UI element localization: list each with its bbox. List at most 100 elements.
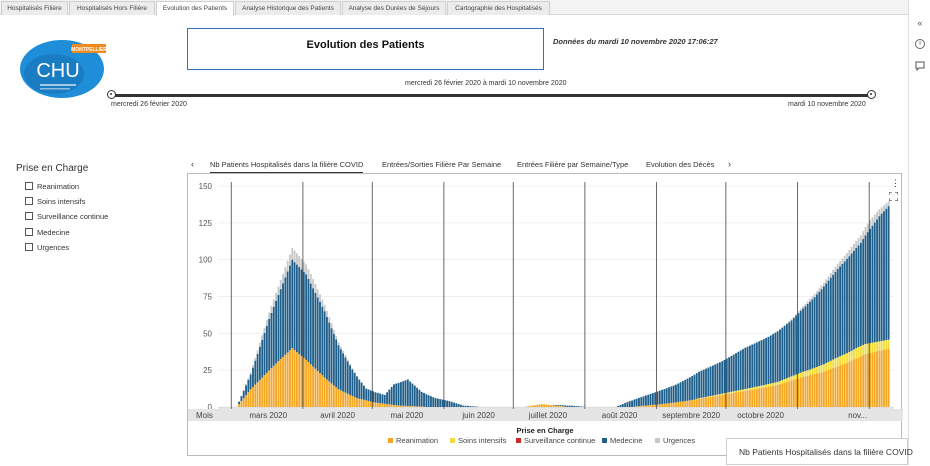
bar-reanimation xyxy=(777,385,779,407)
bar-reanimation xyxy=(696,399,698,407)
legend-label: Medecine xyxy=(610,436,643,445)
bar-medecine xyxy=(643,396,645,405)
bar-medecine xyxy=(876,219,878,341)
bar-medecine xyxy=(474,406,476,407)
tab-analyse-durees-sejours[interactable]: Analyse des Durées de Séjours xyxy=(342,1,446,15)
checkbox[interactable] xyxy=(25,228,33,236)
chevron-left-icon[interactable]: ‹ xyxy=(191,159,194,169)
bar-reanimation xyxy=(807,376,809,407)
tab-hospitalises-filiere[interactable]: Hospitalisés Filière xyxy=(1,1,68,15)
bar-medecine xyxy=(430,396,432,407)
bar-medecine xyxy=(432,397,434,407)
bar-reanimation xyxy=(851,361,853,407)
bar-reanimation xyxy=(710,397,712,407)
bar-medecine xyxy=(742,349,744,389)
bar-reanimation xyxy=(548,405,550,407)
bar-reanimation xyxy=(828,370,830,407)
bar-medecine xyxy=(862,239,864,345)
bar-urgences xyxy=(328,317,330,322)
bar-medecine xyxy=(294,262,296,350)
bar-urgences xyxy=(280,280,282,289)
bar-medecine xyxy=(439,399,441,407)
bar-urgences xyxy=(830,273,832,278)
tab-entrees-sorties[interactable]: Entrées/Sorties Filière Par Semaine xyxy=(382,160,501,169)
date-slider-track[interactable] xyxy=(112,94,872,97)
bar-reanimation xyxy=(751,390,753,407)
bar-medecine xyxy=(257,354,259,383)
bar-medecine xyxy=(779,329,781,381)
bar-medecine xyxy=(240,396,242,401)
bar-reanimation xyxy=(694,400,696,407)
bar-medecine xyxy=(626,402,628,407)
slider-start-handle[interactable] xyxy=(107,90,116,99)
bar-reanimation xyxy=(351,396,353,407)
bar-reanimation xyxy=(550,405,552,407)
bar-reanimation xyxy=(375,403,377,407)
bar-urgences xyxy=(853,244,855,251)
bar-medecine xyxy=(268,319,270,371)
bar-medecine xyxy=(841,264,843,355)
bar-reanimation xyxy=(779,384,781,407)
slider-end-handle[interactable] xyxy=(867,90,876,99)
checkbox[interactable] xyxy=(25,182,33,190)
bar-soins-intensifs xyxy=(719,394,721,395)
bar-medecine xyxy=(680,382,682,401)
bar-reanimation xyxy=(881,350,883,407)
checkbox[interactable] xyxy=(25,212,33,220)
filter-label: Urgences xyxy=(37,243,69,252)
bar-reanimation xyxy=(259,380,261,407)
collapse-icon[interactable]: « xyxy=(915,18,925,28)
bar-medecine xyxy=(654,392,656,404)
comment-icon[interactable] xyxy=(915,61,925,71)
bar-medecine xyxy=(728,357,730,392)
y-tick-label: 75 xyxy=(203,293,212,302)
bar-soins-intensifs xyxy=(821,365,823,372)
legend-swatch xyxy=(655,438,660,443)
tab-analyse-historique[interactable]: Analyse Historique des Patients xyxy=(235,1,341,15)
bar-reanimation xyxy=(254,385,256,407)
bar-reanimation xyxy=(821,372,823,407)
bar-medecine xyxy=(291,260,293,348)
tab-evolution-deces[interactable]: Evolution des Décès xyxy=(646,160,714,169)
tab-evolution-des-patients[interactable]: Evolution des Patients xyxy=(156,1,234,16)
bar-reanimation xyxy=(305,360,307,407)
bar-soins-intensifs xyxy=(832,360,834,369)
checkbox[interactable] xyxy=(25,243,33,251)
checkbox[interactable] xyxy=(25,197,33,205)
bar-medecine xyxy=(400,382,402,406)
bar-reanimation xyxy=(365,400,367,407)
bar-medecine xyxy=(788,322,790,377)
bar-reanimation xyxy=(379,403,381,407)
bar-reanimation xyxy=(543,404,545,407)
tab-hospitalises-hors-filiere[interactable]: Hospitalisés Hors Filière xyxy=(69,1,155,15)
bar-urgences xyxy=(888,201,890,206)
expand-icon[interactable] xyxy=(889,192,898,201)
bar-soins-intensifs xyxy=(816,367,818,373)
tab-cartographie[interactable]: Cartographie des Hospitalisés xyxy=(447,1,550,15)
bar-urgences xyxy=(351,368,353,369)
tab-entrees-type[interactable]: Entrées Filière par Semaine/Type xyxy=(517,160,628,169)
bar-reanimation xyxy=(245,395,247,407)
bar-medecine xyxy=(317,297,319,370)
bar-medecine xyxy=(663,389,665,404)
info-icon[interactable]: i xyxy=(915,39,925,49)
bar-soins-intensifs xyxy=(814,368,816,374)
bar-reanimation xyxy=(835,367,837,407)
bar-medecine xyxy=(837,269,839,357)
bar-reanimation xyxy=(335,387,337,407)
chevron-right-icon[interactable]: › xyxy=(728,159,731,169)
bar-medecine xyxy=(714,364,716,395)
tab-nb-patients[interactable]: Nb Patients Hospitalisés dans la filière… xyxy=(210,160,363,173)
bar-reanimation xyxy=(795,379,797,407)
bar-medecine xyxy=(821,289,823,365)
bar-reanimation xyxy=(761,388,763,407)
bar-medecine xyxy=(652,393,654,405)
bar-reanimation xyxy=(728,394,730,407)
bar-soins-intensifs xyxy=(731,392,733,393)
bar-medecine xyxy=(860,243,862,346)
bar-urgences xyxy=(828,276,830,280)
more-options-icon[interactable]: ⋮ xyxy=(891,177,897,189)
bar-reanimation xyxy=(735,392,737,407)
bar-medecine xyxy=(814,297,816,368)
bar-urgences xyxy=(308,269,310,279)
